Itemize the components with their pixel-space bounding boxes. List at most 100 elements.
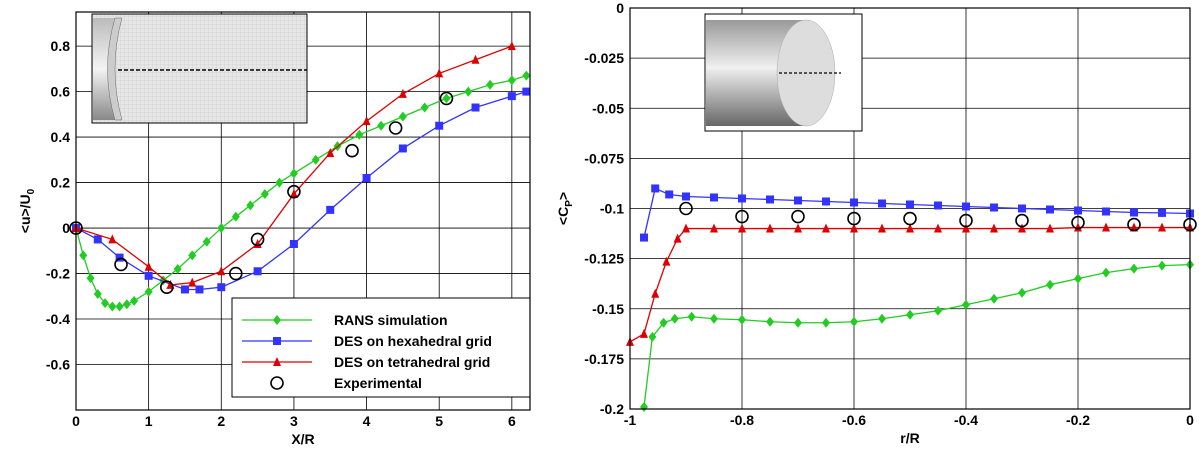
marker [144,261,153,271]
y-axis-label: <u>/U0 [17,188,37,233]
marker [1102,267,1110,278]
plot: -1 -0.8 -0.6 -0.4 -0.2 0 -0.2 -0.175 -0.15 -0.125… [555,0,1197,446]
marker [679,201,693,216]
marker [822,223,830,233]
marker [1130,222,1138,232]
marker [850,316,858,327]
plot-frame [629,7,1191,410]
marker [1130,208,1138,217]
legend-label: Experimental [334,375,422,391]
marker [377,120,386,131]
marker [180,285,189,294]
marker [1158,208,1166,217]
marker [1102,222,1110,232]
marker [710,193,718,202]
y-tick-label: -0.175 [584,351,624,367]
marker [217,266,226,276]
marker [1046,205,1054,214]
x-tick-label: 2 [217,413,225,429]
y-tick-label: 0.2 [51,175,71,191]
x-tick-label: 6 [508,413,516,429]
marker [766,195,774,204]
marker [439,91,454,106]
marker [934,305,942,316]
y-tick-label: -0.2 [46,266,70,282]
marker [1074,206,1082,215]
marker [217,283,226,292]
marker [1018,204,1026,213]
inset-right [704,13,863,132]
marker [270,376,284,390]
x-tick-label: 0 [72,413,80,429]
marker [1015,213,1029,228]
marker [398,144,407,153]
x-tick-label: -0.8 [730,412,754,428]
marker [435,121,444,130]
marker [1130,263,1138,274]
marker [273,357,281,366]
y-tick-label: -0.2 [600,401,624,417]
marker [486,79,495,90]
marker [355,129,364,140]
marker [260,188,269,199]
y-axis-label-subscript: P [564,200,575,207]
y-tick-label: -0.025 [584,50,624,66]
y-axis-label-subscript: 0 [26,188,37,194]
marker [766,223,774,233]
marker [345,143,359,158]
marker [850,198,858,207]
marker [435,68,444,78]
marker [735,209,749,224]
marker [822,197,830,206]
marker [665,190,674,199]
legend-label: DES on tetrahedral grid [334,354,490,370]
marker [160,280,174,294]
marker [1074,273,1082,284]
marker [1071,215,1085,230]
marker [906,200,914,209]
legend-label: RANS simulation [334,312,448,328]
x-tick-label: -0.6 [842,412,866,428]
marker [231,211,240,222]
x-tick-label: 1 [145,413,153,429]
y-tick-label: -0.4 [46,311,70,327]
legend: RANS simulation DES on hexahedral grid DES… [231,297,531,398]
y-tick-label: -0.05 [592,100,624,116]
y-axis-label-suffix: > [555,192,571,200]
marker [847,211,861,226]
x-tick-label: -0.2 [1066,412,1090,428]
x-tick-label: 5 [435,413,443,429]
marker [79,250,88,261]
marker [362,116,371,126]
marker [738,194,746,203]
y-tick-label: 0 [62,220,70,236]
marker [86,273,95,284]
marker [1046,223,1054,233]
marker [101,298,110,309]
x-tick-label: 0 [1186,412,1194,428]
marker [934,223,942,233]
marker [275,177,284,188]
x-tick-label: -0.4 [954,412,978,428]
marker [398,88,407,98]
marker [326,148,335,158]
series-line [75,45,513,286]
marker [188,250,197,261]
marker [173,263,182,274]
marker [195,285,204,294]
marker [144,286,153,297]
marker [878,223,886,233]
marker [202,236,211,247]
marker [682,192,690,201]
marker [1127,217,1141,232]
x-axis-label: X/R [291,431,314,447]
marker [962,223,970,233]
x-tick-label: 4 [363,413,371,429]
marker [273,337,281,345]
marker [115,301,124,312]
marker [1074,222,1082,232]
marker [229,266,243,281]
marker [687,311,696,322]
x-tick-label: -1 [624,412,637,428]
